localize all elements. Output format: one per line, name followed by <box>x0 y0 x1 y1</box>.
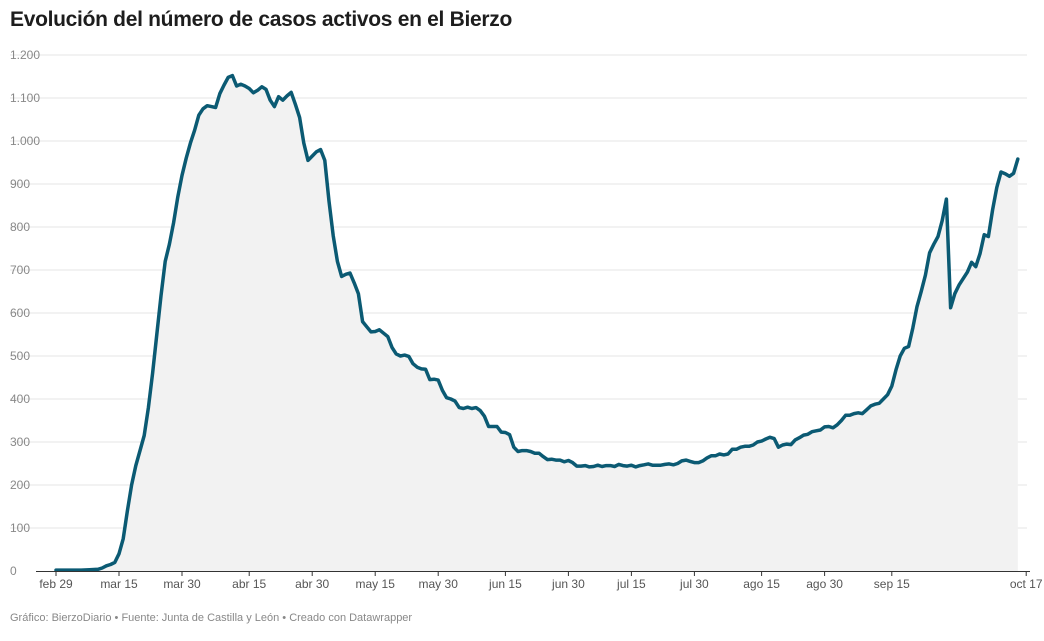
y-tick-label: 300 <box>10 435 30 449</box>
y-tick-label: 100 <box>10 521 30 535</box>
x-tick-label: mar 15 <box>100 577 138 591</box>
area-fill <box>56 75 1018 571</box>
y-tick-label: 900 <box>10 177 30 191</box>
y-tick-label: 0 <box>10 564 17 578</box>
y-tick-label: 600 <box>10 306 30 320</box>
y-tick-label: 700 <box>10 263 30 277</box>
x-tick-label: oct 17 <box>1010 577 1043 591</box>
y-tick-label: 1.000 <box>10 134 40 148</box>
x-tick-label: sep 15 <box>874 577 910 591</box>
x-tick-label: jul 30 <box>679 577 709 591</box>
footer-separator: • <box>111 612 122 624</box>
line-layer <box>54 73 1020 572</box>
x-tick-label: mar 30 <box>163 577 201 591</box>
footer-tool: Creado con Datawrapper <box>289 612 413 624</box>
footer-source: Fuente: Junta de Castilla y León <box>121 612 280 624</box>
x-tick-label: abr 30 <box>295 577 329 591</box>
x-axis: feb 29 mar 15 mar 30 abr 15 abr 30 may 15 may … <box>36 571 1043 591</box>
y-tick-label: 800 <box>10 220 30 234</box>
y-tick-label: 200 <box>10 478 30 492</box>
y-tick-label: 500 <box>10 349 30 363</box>
footer: Gráfico: BierzoDiario • Fuente: Junta de… <box>10 612 412 624</box>
footer-credit: Gráfico: BierzoDiario <box>10 612 112 624</box>
y-axis-ticks: 0 100 200 300 400 500 600 700 800 900 1.000 1.100 1.… <box>10 48 40 578</box>
series-line <box>54 73 1020 572</box>
x-tick-label: may 15 <box>356 577 396 591</box>
chart-area: 0 100 200 300 400 500 600 700 800 900 1.000 1.100 1.… <box>10 48 1043 591</box>
x-tick-label: jun 15 <box>488 577 522 591</box>
y-tick-label: 1.200 <box>10 48 40 62</box>
area-layer <box>56 75 1018 571</box>
y-tick-label: 400 <box>10 392 30 406</box>
x-tick-label: jul 15 <box>616 577 646 591</box>
x-tick-label: ago 15 <box>743 577 780 591</box>
footer-separator: • <box>279 612 290 624</box>
x-tick-label: ago 30 <box>806 577 843 591</box>
x-tick-label: may 30 <box>419 577 459 591</box>
chart-title: Evolución del número de casos activos en… <box>10 8 512 31</box>
x-tick-label: jun 30 <box>551 577 585 591</box>
y-tick-label: 1.100 <box>10 91 40 105</box>
x-tick-label: abr 15 <box>232 577 266 591</box>
x-tick-label: feb 29 <box>39 577 73 591</box>
